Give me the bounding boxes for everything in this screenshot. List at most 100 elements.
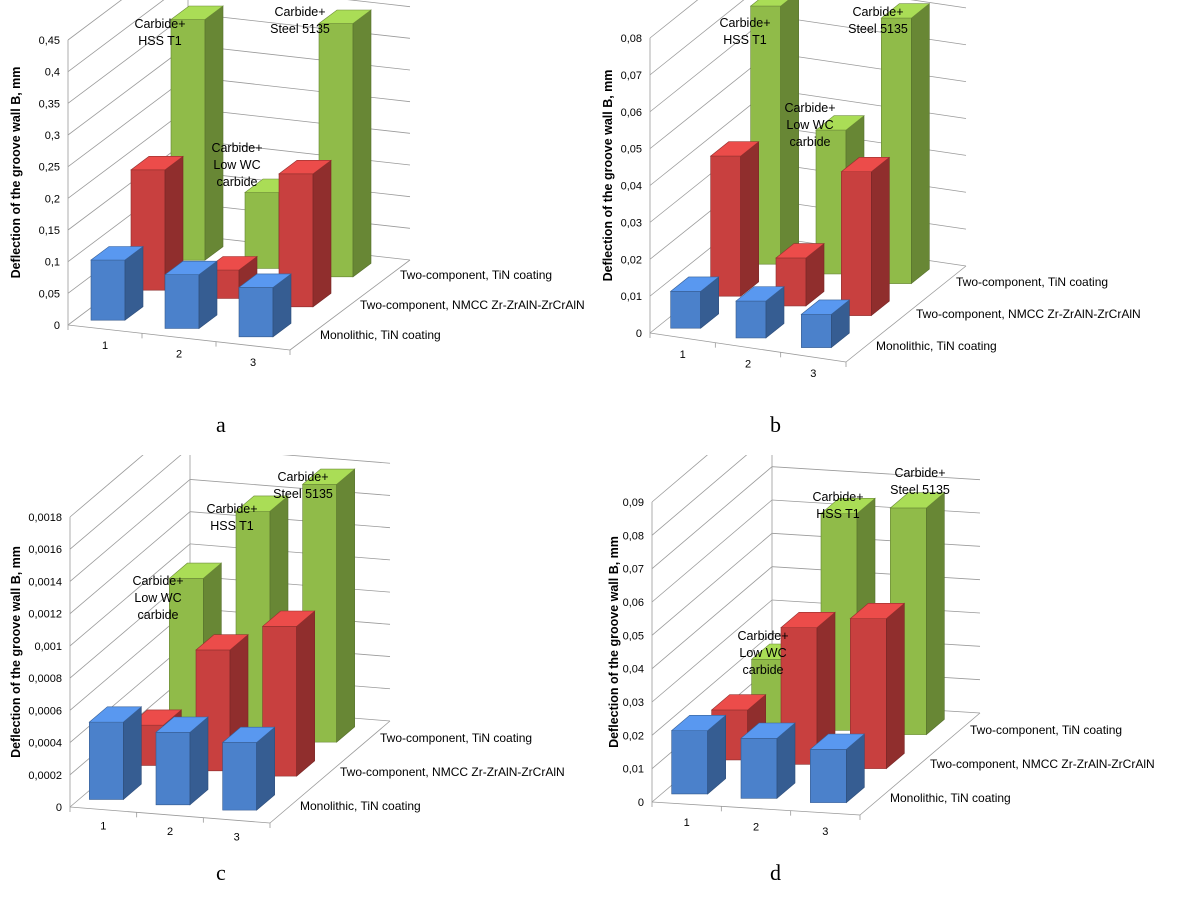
- bar-b-s1-c3-front: [801, 314, 832, 348]
- y-tick-label: 0,02: [623, 730, 644, 742]
- series-label: Monolithic, TiN coating: [320, 328, 441, 342]
- bar-c-s2-c3-top: [261, 610, 316, 627]
- bar-c-s1-c3: [221, 726, 276, 811]
- series-label: Two-component, NMCC Zr-ZrAlN-ZrCrAlN: [916, 307, 1141, 321]
- floor-right-edge: [859, 712, 981, 816]
- gridline-side: [69, 511, 191, 614]
- bar-b-s1-c2-top: [735, 286, 785, 302]
- gridline-side: [67, 76, 189, 167]
- bar-c-s1-c1-front: [89, 721, 124, 800]
- gridline-side: [649, 0, 699, 39]
- annotation-label: Carbide+: [132, 574, 183, 588]
- series-label: Monolithic, TiN coating: [300, 799, 421, 813]
- bar-d-s1-c2-top: [740, 722, 796, 739]
- chart-b: 0 0,01 0,02 0,03 0,04 0,05 0,06 0,07 0,08 1 2 3 Mono…: [601, 0, 1141, 380]
- bar-a-s2-c3: [278, 159, 332, 308]
- bar-b-s1-c2: [735, 286, 785, 339]
- category-label: 3: [250, 357, 256, 369]
- series-label: Two-component, NMCC Zr-ZrAlN-ZrCrAlN: [930, 757, 1155, 771]
- series-label: Two-component, TiN coating: [970, 723, 1122, 737]
- series-label: Monolithic, TiN coating: [890, 791, 1011, 805]
- annotation-label: Steel 5135: [270, 22, 330, 36]
- series-label: Monolithic, TiN coating: [876, 339, 997, 353]
- gridline: [189, 575, 391, 593]
- bar-c-s1-c1: [88, 706, 143, 801]
- category-label: 2: [167, 826, 173, 838]
- gridline: [187, 44, 411, 71]
- y-tick-label: 0,03: [621, 217, 642, 229]
- gridline: [771, 499, 981, 514]
- bar-c-s3-c3-side: [336, 468, 355, 743]
- bar-b-s2-c1-side: [740, 141, 759, 297]
- annotation-label: HSS T1: [723, 33, 767, 47]
- bar-c-s1-c3-top: [221, 726, 276, 743]
- gridline-side: [69, 543, 191, 647]
- annotation-label: Carbide+: [277, 470, 328, 484]
- y-tick-label: 0,04: [621, 181, 642, 193]
- y-tick-label: 0: [54, 320, 60, 332]
- annotation-label: Carbide+: [852, 5, 903, 19]
- bar-d-s2-c3-side: [886, 602, 905, 770]
- y-axis-title: Deflection of the groove wall B, mm: [607, 536, 621, 748]
- annotation-label: Low WC: [786, 118, 833, 132]
- floor-front-edge: [67, 324, 291, 351]
- panel-label-c: c: [216, 860, 226, 885]
- y-tick-label: 0,4: [45, 67, 60, 79]
- gridline-side: [651, 599, 773, 703]
- category-label: 1: [100, 821, 106, 833]
- annotation-label: Steel 5135: [848, 22, 908, 36]
- bar-b-s3-c2-top: [815, 115, 865, 131]
- gridline-side: [651, 466, 773, 569]
- gridline: [769, 15, 967, 46]
- gridline: [771, 566, 981, 581]
- bar-b-s2-c2-top: [775, 243, 825, 259]
- category-label: 2: [753, 822, 759, 834]
- series-label: Two-component, TiN coating: [400, 268, 552, 282]
- gridline-side: [69, 414, 191, 518]
- y-tick-label: 0,35: [39, 98, 60, 110]
- bar-c-s2-c3-side: [296, 610, 315, 777]
- bar-a-s1-c2-front: [164, 274, 200, 329]
- y-tick-label: 0,15: [39, 225, 60, 237]
- bar-c-s2-c2-top: [195, 634, 249, 651]
- y-tick-label: 0,01: [621, 291, 642, 303]
- annotation-label: Carbide+: [206, 502, 257, 516]
- annotation-label: Low WC: [739, 646, 786, 660]
- bar-b-s1-c1-top: [669, 276, 720, 292]
- gridline: [771, 532, 981, 547]
- y-tick-label: 0,07: [621, 70, 642, 82]
- panel-label-d: d: [770, 860, 781, 885]
- bar-b-s1-c1: [669, 276, 720, 329]
- y-tick-label: 0: [636, 328, 642, 340]
- y-tick-label: 0,0004: [28, 738, 62, 750]
- y-tick-label: 0,0002: [28, 770, 62, 782]
- bar-b-s3-c1-top: [749, 0, 789, 7]
- category-label: 1: [684, 817, 690, 829]
- annotation-label: Low WC: [134, 591, 181, 605]
- y-tick-label: 0,0018: [28, 512, 62, 524]
- gridline: [769, 52, 967, 83]
- bar-b-s2-c1: [709, 141, 760, 297]
- annotation-label: Carbide+: [812, 490, 863, 504]
- bar-a-s1-c3: [238, 273, 292, 338]
- category-label: 1: [680, 349, 686, 361]
- y-tick-label: 0,0012: [28, 609, 62, 621]
- chart-d: 0 0,01 0,02 0,03 0,04 0,05 0,06 0,07 0,08 0,09 1 2 3…: [607, 399, 1155, 838]
- bar-c-s1-c1-side: [123, 706, 142, 801]
- bar-c-s3-c2-top: [235, 495, 289, 512]
- bar-d-s2-c1-top: [710, 694, 767, 711]
- bar-c-s3-c3-top: [301, 468, 356, 485]
- bar-d-s1-c2-front: [740, 737, 778, 799]
- gridline: [189, 479, 391, 496]
- bar-b-s2-c3-side: [871, 156, 890, 317]
- bar-d-s2-c2-top: [780, 612, 836, 628]
- panel-label-a: a: [216, 412, 226, 437]
- annotation-label: HSS T1: [210, 519, 254, 533]
- bar-b-s2-c1-front: [710, 155, 741, 297]
- y-tick-label: 0,001: [34, 641, 62, 653]
- gridline: [347, 0, 411, 8]
- floor-right-edge: [289, 259, 411, 351]
- annotation-label: Steel 5135: [890, 483, 950, 497]
- bar-a-s1-c3-top: [238, 273, 292, 288]
- annotation-label: Carbide+: [274, 5, 325, 19]
